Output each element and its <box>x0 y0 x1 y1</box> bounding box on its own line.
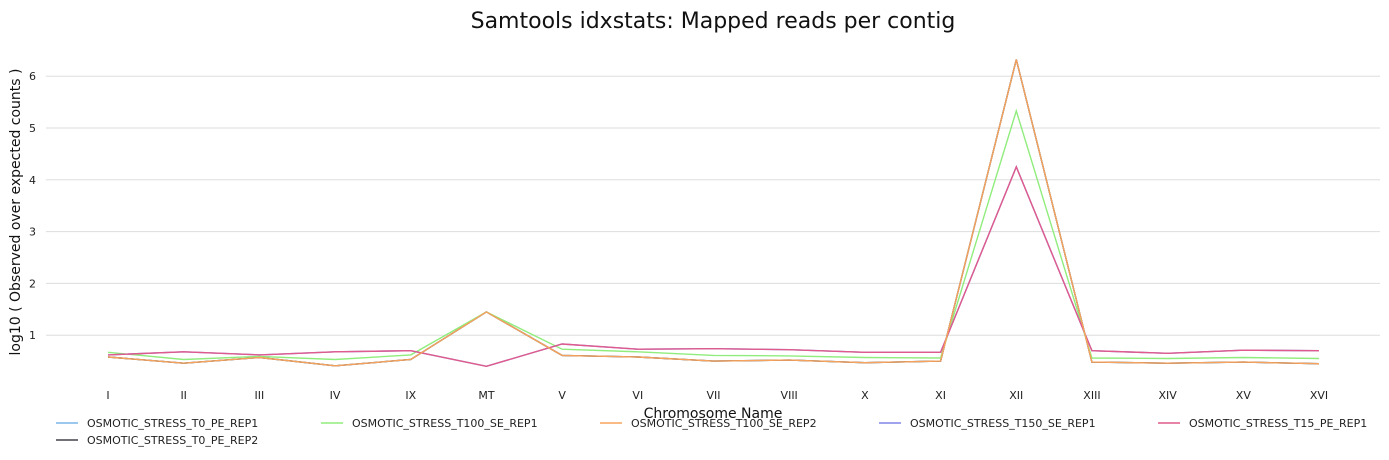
x-tick-label: XVI <box>1310 389 1328 402</box>
x-tick-label: X <box>861 389 869 402</box>
series-line-osmotic-stress-t15-pe-rep1 <box>107 165 1320 368</box>
legend-item[interactable]: OSMOTIC_STRESS_T0_PE_REP1 <box>56 417 258 430</box>
x-tick-label: IV <box>330 389 341 402</box>
legend-item[interactable]: OSMOTIC_STRESS_T15_PE_REP1 <box>1158 417 1367 430</box>
x-tick-label: VI <box>632 389 643 402</box>
y-tick-label: 1 <box>29 329 36 342</box>
legend-label: OSMOTIC_STRESS_T150_SE_REP1 <box>910 417 1096 430</box>
legend-item[interactable]: OSMOTIC_STRESS_T150_SE_REP1 <box>879 417 1096 430</box>
x-tick-label: VII <box>706 389 720 402</box>
series-line-osmotic-stress-t150-se-rep1 <box>107 165 1320 368</box>
x-tick-label: IX <box>405 389 416 402</box>
series-line-osmotic-stress-t0-pe-rep1 <box>107 59 1320 367</box>
x-tick-label: MT <box>478 389 494 402</box>
x-axis-ticks: I II III IV IX MT V VI VII VIII X XI XII XIII XIV XV XVI <box>106 389 1328 402</box>
y-tick-label: 3 <box>29 226 36 239</box>
legend-label: OSMOTIC_STRESS_T0_PE_REP1 <box>87 417 258 430</box>
y-axis-label: log10 ( Observed over expected counts ) <box>8 69 24 356</box>
legend: OSMOTIC_STRESS_T0_PE_REP1 OSMOTIC_STRESS_… <box>56 417 1367 447</box>
y-axis-ticks: 1 2 3 4 5 6 <box>29 70 36 342</box>
legend-label: OSMOTIC_STRESS_T100_SE_REP2 <box>631 417 817 430</box>
legend-item[interactable]: OSMOTIC_STRESS_T0_PE_REP2 <box>56 434 258 447</box>
x-tick-label: I <box>106 389 109 402</box>
y-tick-label: 6 <box>29 70 36 83</box>
x-tick-label: II <box>180 389 187 402</box>
x-tick-label: V <box>558 389 566 402</box>
series-line-osmotic-stress-t100-se-rep1 <box>107 108 1320 361</box>
x-tick-label: XV <box>1236 389 1252 402</box>
x-tick-label: XI <box>935 389 946 402</box>
legend-label: OSMOTIC_STRESS_T100_SE_REP1 <box>352 417 538 430</box>
x-tick-label: XIII <box>1083 389 1100 402</box>
chart-title: Samtools idxstats: Mapped reads per cont… <box>471 9 956 34</box>
x-tick-label: VIII <box>781 389 798 402</box>
legend-item[interactable]: OSMOTIC_STRESS_T100_SE_REP1 <box>321 417 538 430</box>
x-tick-label: XII <box>1009 389 1023 402</box>
x-axis-label: Chromosome Name <box>644 406 783 422</box>
series-line-osmotic-stress-t100-se-rep2 <box>107 59 1320 367</box>
legend-label: OSMOTIC_STRESS_T15_PE_REP1 <box>1189 417 1367 430</box>
grid-lines <box>46 75 1380 336</box>
y-tick-label: 2 <box>29 277 36 290</box>
legend-item[interactable]: OSMOTIC_STRESS_T100_SE_REP2 <box>600 417 817 430</box>
y-tick-label: 5 <box>29 122 36 135</box>
x-tick-label: XIV <box>1158 389 1177 402</box>
series-line-osmotic-stress-t0-pe-rep2 <box>107 59 1320 367</box>
legend-label: OSMOTIC_STRESS_T0_PE_REP2 <box>87 434 258 447</box>
y-tick-label: 4 <box>29 174 36 187</box>
x-tick-label: III <box>255 389 265 402</box>
series-lines <box>107 59 1320 368</box>
